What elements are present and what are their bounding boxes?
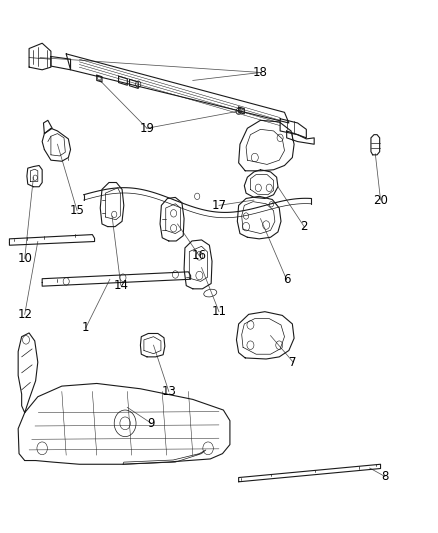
Text: 16: 16: [192, 249, 207, 262]
Text: 7: 7: [290, 356, 297, 369]
Text: 14: 14: [113, 279, 128, 292]
Text: 9: 9: [148, 417, 155, 430]
Text: 2: 2: [300, 220, 308, 233]
Text: 19: 19: [139, 122, 155, 135]
Text: 12: 12: [17, 308, 32, 321]
Text: 10: 10: [17, 252, 32, 265]
Text: 15: 15: [70, 204, 85, 217]
Text: 11: 11: [212, 305, 226, 318]
Text: 1: 1: [82, 321, 90, 334]
Text: 18: 18: [253, 66, 268, 79]
Text: 6: 6: [283, 273, 290, 286]
Text: 17: 17: [212, 199, 226, 212]
Text: 8: 8: [381, 470, 389, 483]
Text: 20: 20: [373, 193, 388, 207]
Text: 13: 13: [161, 385, 176, 398]
